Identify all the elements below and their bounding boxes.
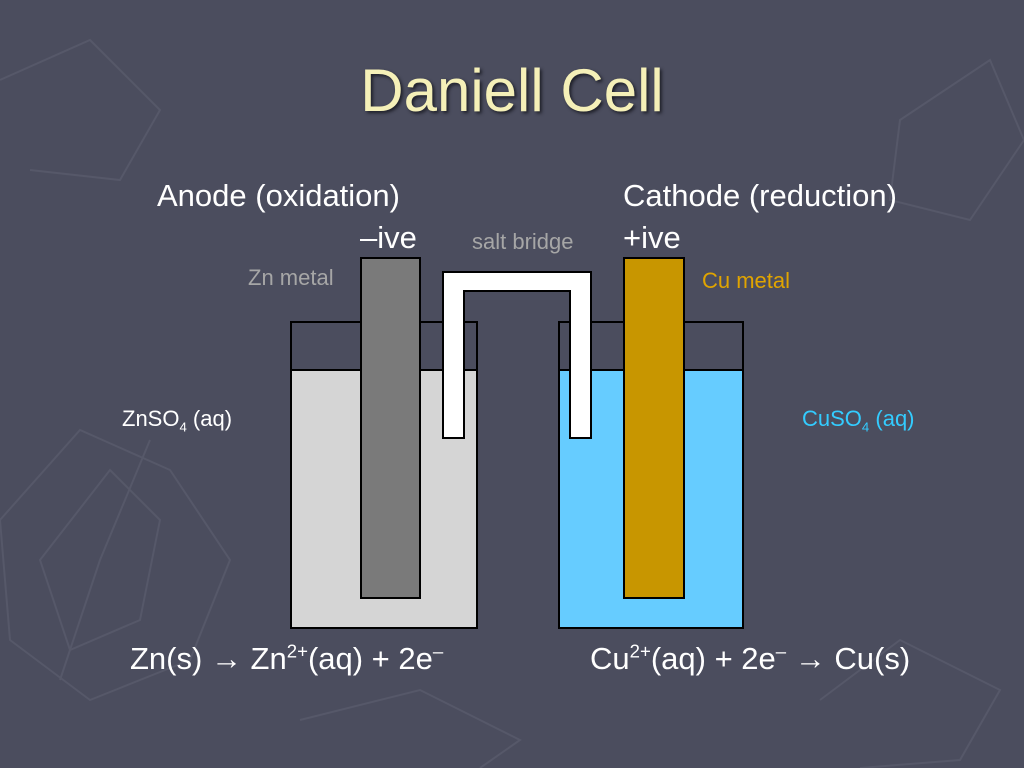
cuso4-label: CuSO4 (aq) <box>802 406 915 435</box>
cathode-half-equation: Cu2+(aq) + 2e– → Cu(s) <box>590 640 911 676</box>
salt-bridge-label: salt bridge <box>472 229 574 254</box>
anode-half-equation: Zn(s) → Zn2+(aq) + 2e– <box>130 640 444 676</box>
zinc-electrode <box>360 257 421 599</box>
arrow-icon: → <box>210 641 242 676</box>
anode-heading: Anode (oxidation) <box>157 178 400 213</box>
cu-metal-label: Cu metal <box>702 268 791 293</box>
anode-sign: –ive <box>360 220 417 255</box>
salt-bridge <box>442 271 592 439</box>
copper-electrode <box>623 257 685 599</box>
slide-title: Daniell Cell <box>360 57 664 124</box>
znso4-label: ZnSO4 (aq) <box>122 406 233 435</box>
arrow-icon: → <box>786 641 835 676</box>
cathode-sign: +ive <box>623 220 681 255</box>
cathode-heading: Cathode (reduction) <box>623 178 897 213</box>
zn-metal-label: Zn metal <box>248 265 334 290</box>
